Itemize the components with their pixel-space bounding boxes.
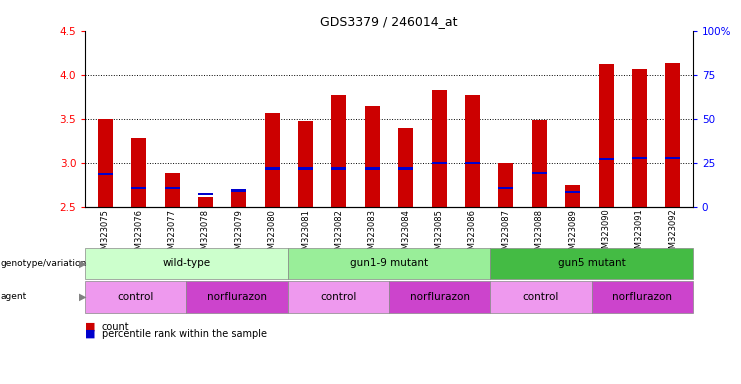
Bar	[231, 189, 246, 192]
Bar	[298, 167, 313, 170]
Text: norflurazon: norflurazon	[207, 292, 267, 302]
Bar	[365, 167, 380, 170]
Text: ▶: ▶	[79, 292, 87, 302]
Bar	[398, 128, 413, 207]
Text: gun1-9 mutant: gun1-9 mutant	[350, 258, 428, 268]
Bar	[331, 95, 347, 207]
Bar	[465, 162, 480, 164]
Bar	[98, 173, 113, 175]
Text: ■: ■	[85, 322, 96, 332]
Bar	[398, 167, 413, 170]
Bar	[599, 158, 614, 160]
Title: GDS3379 / 246014_at: GDS3379 / 246014_at	[320, 15, 458, 28]
Bar	[665, 157, 680, 159]
Bar	[532, 172, 547, 174]
Bar	[198, 193, 213, 195]
Bar	[165, 187, 179, 189]
Bar	[632, 157, 647, 159]
Bar	[265, 113, 279, 207]
Bar	[231, 190, 246, 207]
Text: genotype/variation: genotype/variation	[1, 259, 87, 268]
Bar	[98, 119, 113, 207]
Bar	[532, 120, 547, 207]
Bar	[131, 187, 146, 189]
Bar	[365, 106, 380, 207]
Bar	[198, 197, 213, 207]
Text: control: control	[320, 292, 356, 302]
Text: count: count	[102, 322, 129, 332]
Text: agent: agent	[1, 292, 27, 301]
Bar	[431, 162, 447, 164]
Text: ▶: ▶	[79, 258, 87, 268]
Bar	[632, 69, 647, 207]
Bar	[499, 163, 514, 207]
Bar	[131, 139, 146, 207]
Bar	[599, 64, 614, 207]
Bar	[565, 191, 580, 194]
Bar	[465, 95, 480, 207]
Text: gun5 mutant: gun5 mutant	[558, 258, 625, 268]
Text: norflurazon: norflurazon	[410, 292, 470, 302]
Bar	[331, 167, 347, 170]
Bar	[665, 63, 680, 207]
Text: wild-type: wild-type	[162, 258, 210, 268]
Bar	[431, 90, 447, 207]
Bar	[265, 167, 279, 170]
Text: percentile rank within the sample: percentile rank within the sample	[102, 329, 267, 339]
Text: ■: ■	[85, 329, 96, 339]
Text: control: control	[118, 292, 154, 302]
Bar	[565, 185, 580, 207]
Bar	[499, 187, 514, 189]
Text: control: control	[522, 292, 559, 302]
Bar	[165, 173, 179, 207]
Text: norflurazon: norflurazon	[612, 292, 672, 302]
Bar	[298, 121, 313, 207]
